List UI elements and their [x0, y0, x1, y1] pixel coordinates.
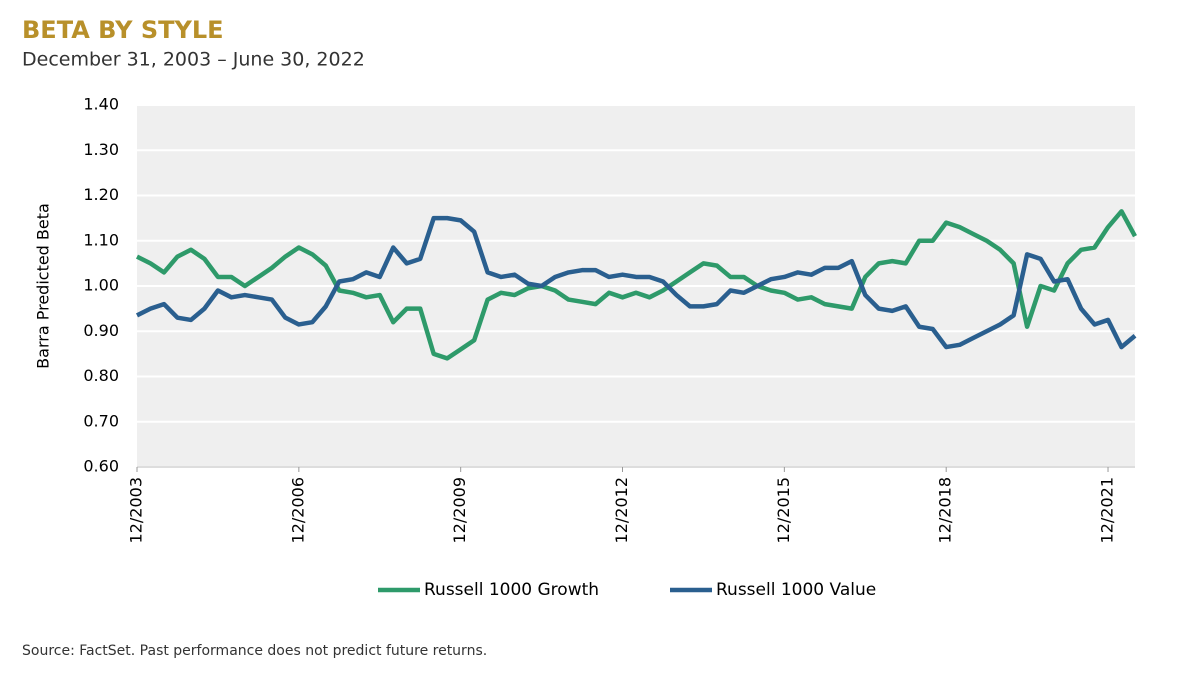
series-line	[135, 209, 1137, 361]
x-tick-label: 12/2006	[288, 477, 307, 543]
y-axis-title: Barra Predicted Beta	[34, 203, 53, 369]
x-tick-label: 12/2015	[774, 477, 793, 543]
y-tick-label: 1.20	[83, 185, 119, 204]
x-tick-label: 12/2009	[450, 477, 469, 543]
y-tick-label: 0.70	[83, 411, 119, 430]
y-tick-label: 1.40	[83, 95, 119, 114]
x-tick-label: 12/2018	[936, 477, 955, 543]
y-tick-label: 0.90	[83, 321, 119, 340]
x-tick-label: 12/2003	[127, 477, 146, 543]
y-tick-label: 1.00	[83, 276, 119, 295]
x-tick-label: 12/2021	[1098, 477, 1117, 543]
series-line	[135, 215, 1137, 350]
legend-label: Russell 1000 Value	[716, 580, 876, 600]
source-note: Source: FactSet. Past performance does n…	[22, 643, 487, 659]
legend-label: Russell 1000 Growth	[424, 580, 599, 600]
y-tick-label: 1.30	[83, 140, 119, 159]
x-tick-label: 12/2012	[612, 477, 631, 543]
chart-title: BETA BY STYLE	[22, 16, 224, 44]
y-tick-label: 0.60	[83, 457, 119, 476]
y-tick-label: 1.10	[83, 230, 119, 249]
chart-subtitle: December 31, 2003 – June 30, 2022	[22, 49, 365, 71]
y-tick-label: 0.80	[83, 366, 119, 385]
